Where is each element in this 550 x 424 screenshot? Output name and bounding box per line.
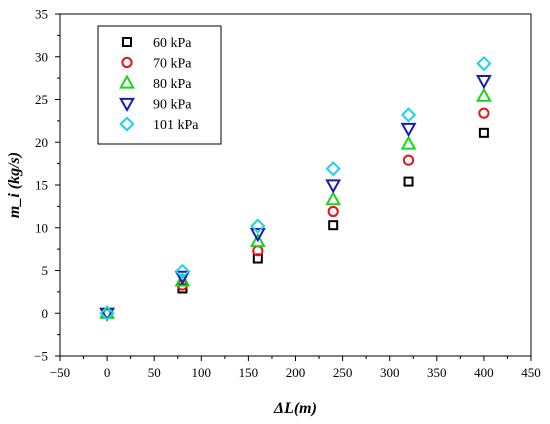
- y-tick-label: 15: [35, 178, 48, 193]
- data-point: [402, 154, 415, 166]
- x-tick-label: 50: [148, 365, 161, 380]
- series-90-kpa: [99, 75, 492, 322]
- data-point: [249, 232, 266, 248]
- legend: 60 kPa 70 kPa 80 kPa 90 kPa 101 kPa: [97, 25, 222, 145]
- y-tick-label: 20: [35, 135, 48, 150]
- y-tick-label: 35: [35, 7, 48, 22]
- data-point: [249, 228, 266, 243]
- y-tick-label: −5: [34, 349, 48, 364]
- data-point: [325, 190, 342, 206]
- data-point: [174, 272, 191, 287]
- legend-marker: [119, 116, 135, 132]
- y-tick-label: 25: [35, 92, 48, 107]
- data-point: [174, 270, 191, 286]
- data-point: [476, 55, 492, 72]
- data-point: [325, 179, 342, 194]
- y-axis-title: m_i (kg/s): [6, 152, 23, 218]
- plot-frame: [59, 13, 532, 357]
- legend-item: 101 kPa: [119, 116, 199, 133]
- legend-marker: [121, 56, 133, 69]
- legend-item: 80 kPa: [119, 74, 192, 92]
- data-point: [328, 220, 339, 231]
- x-tick-label: 150: [239, 365, 259, 380]
- data-point: [478, 107, 490, 119]
- data-point: [403, 176, 414, 187]
- data-point: [400, 107, 417, 123]
- x-tick-label: 200: [286, 365, 306, 380]
- x-axis-title: ΔL(m): [273, 400, 317, 417]
- series-101-kpa: [99, 55, 492, 321]
- legend-item: 70 kPa: [121, 56, 192, 72]
- legend-marker: [122, 37, 132, 47]
- data-point: [478, 127, 489, 138]
- data-point: [327, 205, 339, 218]
- data-point: [174, 263, 191, 279]
- x-tick-label: −50: [50, 365, 70, 380]
- x-tick-label: 0: [104, 365, 111, 380]
- data-point: [400, 135, 417, 150]
- legend-label: 60 kPa: [153, 36, 192, 51]
- data-point: [325, 161, 341, 177]
- x-tick-label: 300: [380, 365, 400, 380]
- data-point: [475, 75, 492, 90]
- data-point: [400, 122, 417, 138]
- legend-label: 101 kPa: [153, 118, 199, 133]
- y-tick-label: 0: [42, 306, 49, 321]
- legend-item: 90 kPa: [119, 97, 192, 113]
- x-tick-label: 250: [333, 365, 353, 380]
- y-tick-label: 10: [35, 220, 48, 235]
- y-tick-label: 5: [42, 263, 49, 278]
- legend-marker: [119, 74, 135, 89]
- y-tick-label: 30: [35, 49, 48, 64]
- data-point: [99, 305, 115, 321]
- legend-marker: [119, 97, 135, 113]
- series-60-kpa: [102, 127, 489, 319]
- x-tick-label: 450: [521, 365, 541, 380]
- legend-label: 80 kPa: [153, 77, 192, 92]
- legend-label: 70 kPa: [153, 57, 192, 72]
- data-point: [250, 218, 266, 234]
- legend-label: 90 kPa: [153, 98, 192, 113]
- legend-box: [97, 25, 222, 145]
- x-tick-label: 350: [427, 365, 447, 380]
- data-point: [99, 307, 116, 322]
- data-point: [475, 87, 492, 102]
- x-tick-label: 100: [192, 365, 212, 380]
- data-markers: [99, 55, 492, 322]
- legend-item: 60 kPa: [122, 36, 192, 51]
- x-tick-label: 400: [474, 365, 494, 380]
- axis-ticks: −50 0 50 100 150 200 250 300 350 400 450−505101520…: [34, 7, 541, 381]
